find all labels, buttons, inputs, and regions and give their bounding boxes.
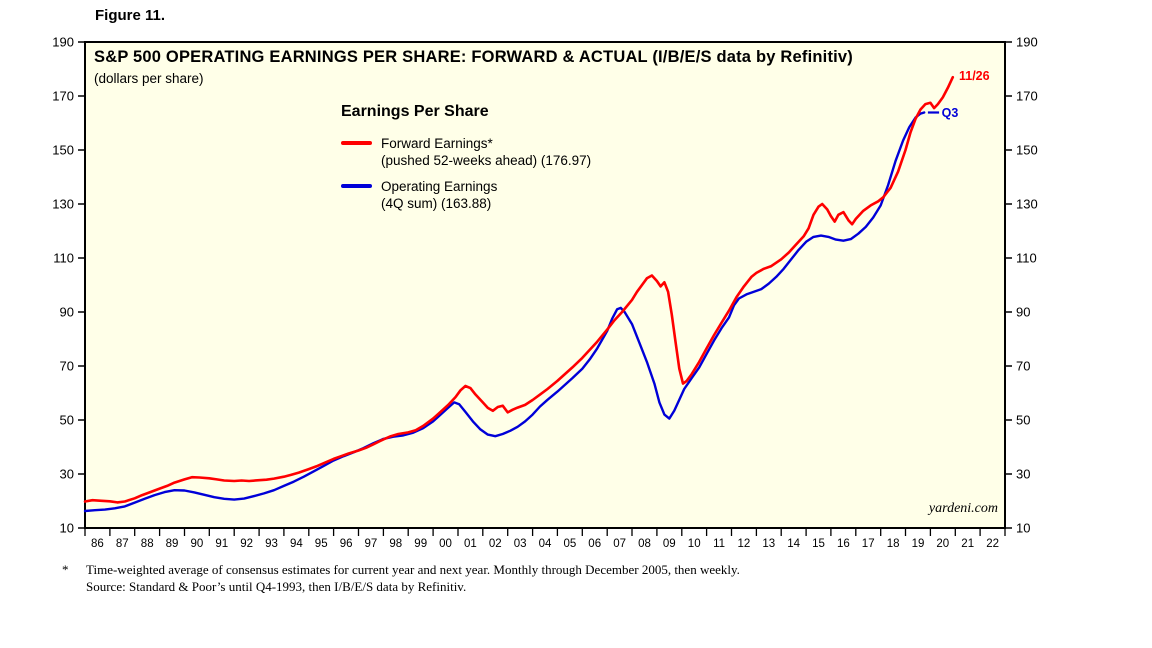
y-axis-label-right: 10 [1016,521,1030,536]
chart-subtitle: (dollars per share) [94,71,204,86]
x-axis-label: 14 [787,538,800,550]
y-axis-label-right: 150 [1016,143,1038,158]
annotation-label: Q3 [942,106,959,120]
y-axis-label-left: 10 [60,521,74,536]
x-axis-label: 20 [936,538,949,550]
x-axis-label: 15 [812,538,825,550]
x-axis-label: 91 [215,538,228,550]
x-axis-label: 05 [564,538,577,550]
x-axis-label: 22 [986,538,999,550]
y-axis-label-left: 50 [60,413,74,428]
forward-earnings-line-swatch [341,141,372,145]
operating-earnings-line-swatch [341,184,372,188]
x-axis-label: 88 [141,538,154,550]
y-axis-label-right: 30 [1016,467,1030,482]
x-axis-label: 19 [912,538,925,550]
legend-detail-forward: (pushed 52-weeks ahead) (176.97) [381,153,592,168]
figure-label: Figure 11. [95,7,166,24]
x-axis-label: 03 [514,538,527,550]
x-axis-label: 17 [862,538,875,550]
x-axis-label: 09 [663,538,676,550]
legend-detail-operating: (4Q sum) (163.88) [381,196,492,211]
x-axis-label: 07 [613,538,626,550]
y-axis-label-left: 30 [60,467,74,482]
x-axis-label: 87 [116,538,129,550]
x-axis-label: 98 [389,538,402,550]
x-axis-label: 10 [688,538,701,550]
footnote-source: Source: Standard & Poor’s until Q4-1993,… [86,579,467,594]
footnotes: * Time-weighted average of consensus est… [62,561,1082,595]
y-axis-label-right: 70 [1016,359,1030,374]
y-axis-label-right: 110 [1016,251,1037,266]
legend-label-forward: Forward Earnings* [381,136,493,151]
x-axis-label: 89 [166,538,179,550]
x-axis-label: 92 [240,538,253,550]
x-axis-label: 12 [738,538,751,550]
x-axis-label: 99 [414,538,427,550]
x-axis-label: 13 [762,538,775,550]
y-axis-label-right: 130 [1016,197,1038,212]
footnote-symbol: * [62,562,69,577]
x-axis-label: 06 [588,538,601,550]
x-axis-label: 02 [489,538,502,550]
y-axis-label-left: 190 [52,35,74,50]
x-axis-label: 90 [191,538,204,550]
watermark: yardeni.com [928,501,998,516]
annotation-label: 11/26 [959,69,990,83]
x-axis-label: 94 [290,538,303,550]
y-axis-label-right: 50 [1016,413,1030,428]
x-axis-label: 08 [638,538,651,550]
x-axis-label: 97 [365,538,378,550]
legend-item-operating-earnings: Operating Earnings (4Q sum) (163.88) [341,178,591,212]
chart-title: S&P 500 OPERATING EARNINGS PER SHARE: FO… [94,48,853,66]
y-axis-label-left: 170 [52,89,74,104]
x-axis-label: 96 [340,538,353,550]
legend-title: Earnings Per Share [341,103,489,120]
x-axis-label: 86 [91,538,104,550]
legend-item-forward-earnings: Forward Earnings* (pushed 52-weeks ahead… [341,135,591,169]
x-axis-label: 04 [539,538,552,550]
footnote-text: Time-weighted average of consensus estim… [86,562,740,577]
x-axis-label: 01 [464,538,477,550]
legend-label-operating: Operating Earnings [381,179,498,194]
series-line-forward [83,75,955,504]
x-axis-label: 18 [887,538,900,550]
x-axis-label: 93 [265,538,278,550]
y-axis-label-right: 90 [1016,305,1030,320]
x-axis-label: 21 [961,538,974,550]
y-axis-label-left: 110 [53,251,74,266]
x-axis-label: 00 [439,538,452,550]
y-axis-label-right: 190 [1016,35,1038,50]
plot-area [84,41,1006,529]
y-axis-label-left: 70 [60,359,74,374]
y-axis-label-left: 90 [60,305,74,320]
series-line-operating [83,111,926,513]
y-axis-label-right: 170 [1016,89,1038,104]
x-axis-label: 16 [837,538,850,550]
y-axis-label-left: 150 [52,143,74,158]
legend: Earnings Per Share Forward Earnings* (pu… [341,103,591,221]
x-axis-label: 11 [713,538,725,550]
y-axis-label-left: 130 [52,197,74,212]
x-axis-label: 95 [315,538,328,550]
